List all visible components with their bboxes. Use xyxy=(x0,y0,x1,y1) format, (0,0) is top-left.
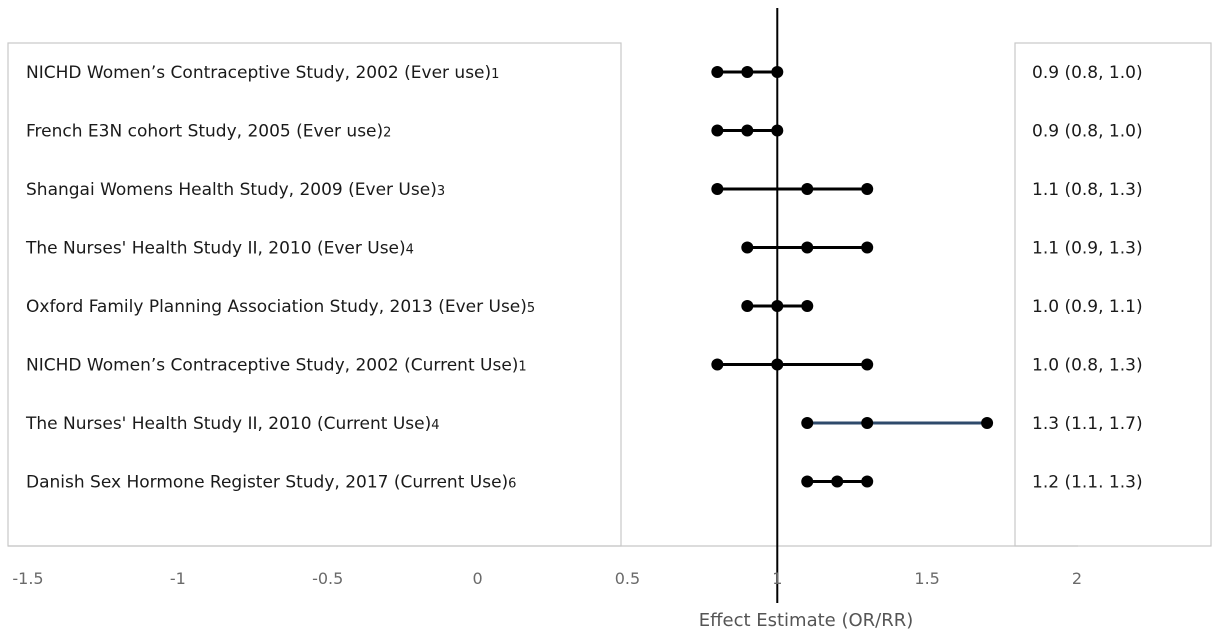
ci-lower-marker xyxy=(741,300,754,312)
study-name: NICHD Women’s Contraceptive Study, 2002 … xyxy=(26,63,491,83)
ci-label-box xyxy=(1014,42,1212,547)
study-name: French E3N cohort Study, 2005 (Ever use) xyxy=(26,122,383,142)
ci-lower-marker xyxy=(711,358,724,371)
x-tick-label: 1.5 xyxy=(914,569,939,588)
study-reference-number: 4 xyxy=(406,243,414,258)
ci-upper-marker xyxy=(861,183,874,195)
study-label-box xyxy=(7,42,622,547)
ci-text: 0.9 (0.8, 1.0) xyxy=(1032,122,1143,142)
point-estimate-marker xyxy=(801,241,814,254)
study-reference-number: 1 xyxy=(491,67,499,82)
ci-upper-marker xyxy=(861,241,874,254)
study-name: NICHD Women’s Contraceptive Study, 2002 … xyxy=(26,356,518,376)
point-estimate-marker xyxy=(861,417,874,429)
x-tick-label: 2 xyxy=(1072,569,1082,588)
ci-lower-marker xyxy=(711,183,724,195)
study-name: The Nurses' Health Study II, 2010 (Curre… xyxy=(25,414,431,434)
study-row: Shangai Womens Health Study, 2009 (Ever … xyxy=(26,180,1143,200)
ci-lower-marker xyxy=(711,66,724,78)
x-tick-label: -1 xyxy=(170,569,186,588)
x-tick-label: 0.5 xyxy=(615,569,640,588)
x-axis-ticks: -1.5 -1 -0.5 0 0.5 1 1.5 2 xyxy=(12,569,1082,588)
study-row: The Nurses' Health Study II, 2010 (Ever … xyxy=(25,239,1143,259)
study-label: The Nurses' Health Study II, 2010 (Curre… xyxy=(25,414,440,434)
point-estimate-marker xyxy=(831,475,844,488)
ci-text: 1.0 (0.8, 1.3) xyxy=(1032,356,1143,376)
ci-text: 1.1 (0.9, 1.3) xyxy=(1032,239,1143,259)
study-row: Oxford Family Planning Association Study… xyxy=(26,297,1143,317)
study-name: Danish Sex Hormone Register Study, 2017 … xyxy=(26,473,508,493)
study-name: Shangai Womens Health Study, 2009 (Ever … xyxy=(26,180,437,200)
ci-text: 1.2 (1.1. 1.3) xyxy=(1032,473,1143,493)
ci-upper-marker xyxy=(981,417,994,429)
ci-upper-marker xyxy=(771,124,784,137)
ci-upper-marker xyxy=(801,300,814,312)
x-tick-label: 0 xyxy=(472,569,482,588)
study-row: French E3N cohort Study, 2005 (Ever use)… xyxy=(26,122,1143,142)
study-label: Oxford Family Planning Association Study… xyxy=(26,297,535,317)
study-reference-number: 6 xyxy=(508,477,516,492)
study-reference-number: 4 xyxy=(431,418,439,433)
ci-upper-marker xyxy=(771,66,784,78)
ci-lower-marker xyxy=(711,124,724,137)
ci-text: 1.1 (0.8, 1.3) xyxy=(1032,180,1143,200)
ci-text: 1.0 (0.9, 1.1) xyxy=(1032,297,1143,317)
point-estimate-marker xyxy=(741,66,754,78)
study-reference-number: 5 xyxy=(527,301,535,316)
ci-upper-marker xyxy=(861,475,874,488)
ci-lower-marker xyxy=(801,475,814,488)
study-row: NICHD Women’s Contraceptive Study, 2002 … xyxy=(26,63,1143,83)
study-reference-number: 3 xyxy=(437,184,445,199)
x-tick-label: -1.5 xyxy=(12,569,43,588)
study-reference-number: 1 xyxy=(518,360,526,375)
ci-lower-marker xyxy=(741,241,754,254)
study-rows: NICHD Women’s Contraceptive Study, 2002 … xyxy=(25,63,1143,493)
study-label: Danish Sex Hormone Register Study, 2017 … xyxy=(26,473,516,493)
ci-lower-marker xyxy=(801,417,814,429)
point-estimate-marker xyxy=(771,300,784,312)
study-reference-number: 2 xyxy=(383,126,391,141)
study-label: The Nurses' Health Study II, 2010 (Ever … xyxy=(25,239,414,259)
point-estimate-marker xyxy=(741,124,754,137)
ci-text: 0.9 (0.8, 1.0) xyxy=(1032,63,1143,83)
study-label: French E3N cohort Study, 2005 (Ever use)… xyxy=(26,122,391,142)
ci-text: 1.3 (1.1, 1.7) xyxy=(1032,414,1143,434)
study-label: NICHD Women’s Contraceptive Study, 2002 … xyxy=(26,356,527,376)
study-label: NICHD Women’s Contraceptive Study, 2002 … xyxy=(26,63,499,83)
study-row: NICHD Women’s Contraceptive Study, 2002 … xyxy=(26,356,1143,376)
study-row: The Nurses' Health Study II, 2010 (Curre… xyxy=(25,414,1143,434)
study-name: Oxford Family Planning Association Study… xyxy=(26,297,527,317)
study-row: Danish Sex Hormone Register Study, 2017 … xyxy=(26,473,1143,493)
study-label: Shangai Womens Health Study, 2009 (Ever … xyxy=(26,180,445,200)
study-name: The Nurses' Health Study II, 2010 (Ever … xyxy=(25,239,406,259)
point-estimate-marker xyxy=(801,183,814,195)
x-axis-title: Effect Estimate (OR/RR) xyxy=(699,610,914,631)
x-tick-label: -0.5 xyxy=(312,569,343,588)
x-tick-label: 1 xyxy=(772,569,782,588)
point-estimate-marker xyxy=(771,358,784,371)
ci-upper-marker xyxy=(861,358,874,371)
